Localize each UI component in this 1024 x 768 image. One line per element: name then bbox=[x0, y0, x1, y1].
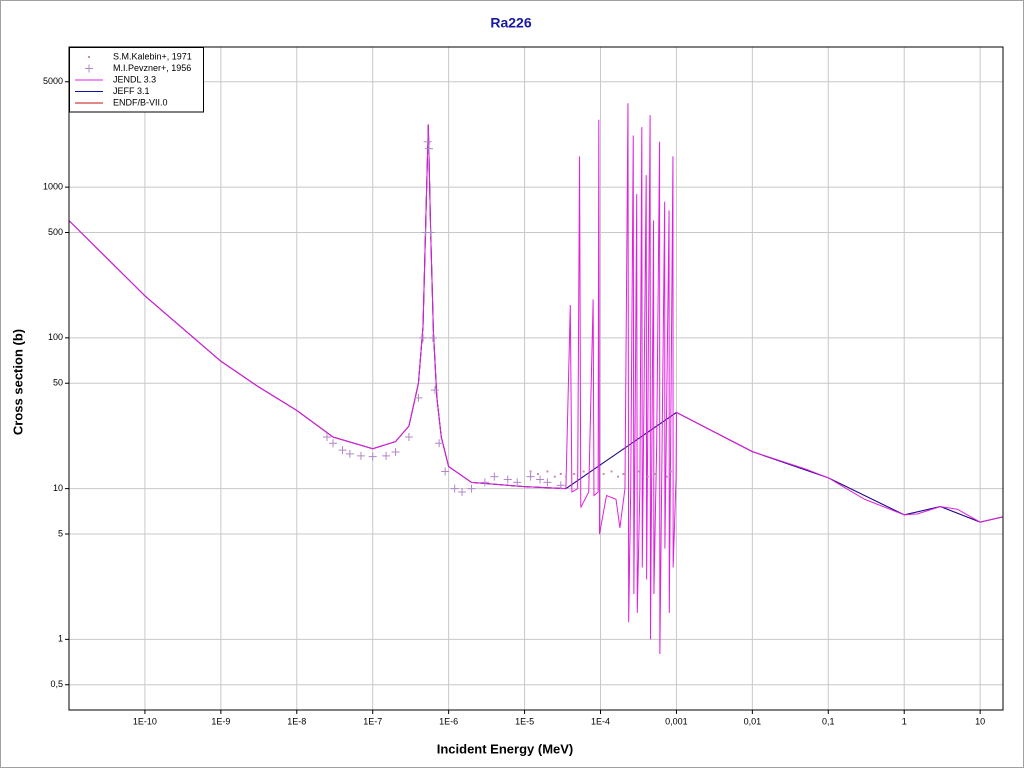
legend-label: JENDL 3.3 bbox=[113, 74, 156, 84]
data-point bbox=[665, 475, 668, 478]
grid: 1E-10 1E-9 1E-8 1E-7 1E-6 1E-5 1E-4 0,001 0,01 0,… bbox=[43, 47, 1003, 726]
legend-label: M.I.Pevzner+, 1956 bbox=[113, 63, 191, 73]
plot-border bbox=[68, 46, 1004, 711]
data-point bbox=[382, 451, 391, 460]
x-tick-label: 1E-8 bbox=[287, 716, 306, 726]
data-point bbox=[345, 449, 354, 458]
legend-swatch bbox=[88, 56, 90, 58]
x-tick-label: 0,001 bbox=[665, 716, 688, 726]
data-point bbox=[529, 470, 532, 473]
data-point bbox=[602, 473, 605, 476]
data-point bbox=[428, 333, 437, 342]
data-point bbox=[526, 472, 535, 481]
data-point bbox=[323, 432, 332, 441]
x-tick-label: 0,1 bbox=[822, 716, 835, 726]
x-axis-title: Incident Energy (MeV) bbox=[437, 741, 574, 756]
series bbox=[69, 103, 1003, 654]
y-tick-label: 1000 bbox=[43, 181, 63, 191]
x-tick-label: 1E-7 bbox=[363, 716, 382, 726]
data-point bbox=[467, 484, 476, 493]
data-point bbox=[543, 478, 552, 487]
data-point bbox=[637, 470, 640, 473]
data-point bbox=[441, 467, 450, 476]
data-point bbox=[564, 475, 567, 478]
data-point bbox=[503, 475, 512, 484]
data-point bbox=[430, 386, 439, 395]
data-point bbox=[423, 137, 432, 146]
data-point bbox=[553, 475, 556, 478]
x-tick-label: 1E-4 bbox=[591, 716, 610, 726]
data-point bbox=[646, 475, 649, 478]
legend-label: S.M.Kalebin+, 1971 bbox=[113, 51, 192, 61]
data-point bbox=[670, 470, 673, 473]
x-tick-label: 0,01 bbox=[744, 716, 762, 726]
data-point bbox=[426, 228, 435, 237]
data-point bbox=[573, 473, 576, 476]
data-point bbox=[546, 470, 549, 473]
legend-swatch bbox=[85, 64, 93, 73]
data-point bbox=[356, 451, 365, 460]
data-point bbox=[559, 473, 562, 476]
x-tick-label: 1E-10 bbox=[133, 716, 157, 726]
legend: S.M.Kalebin+, 1971 M.I.Pevzner+, 1956JEND… bbox=[69, 47, 204, 113]
data-point bbox=[536, 473, 539, 476]
data-point bbox=[404, 432, 413, 441]
data-point bbox=[368, 452, 377, 461]
y-tick-label: 50 bbox=[53, 378, 63, 388]
data-point bbox=[622, 473, 625, 476]
data-point bbox=[653, 473, 656, 476]
x-tick-label: 10 bbox=[975, 716, 985, 726]
y-tick-label: 500 bbox=[48, 227, 63, 237]
x-tick-label: 1E-5 bbox=[515, 716, 534, 726]
data-point bbox=[480, 478, 489, 487]
data-point bbox=[587, 475, 590, 478]
y-tick-label: 5000 bbox=[43, 76, 63, 86]
x-tick-label: 1E-9 bbox=[211, 716, 230, 726]
data-point bbox=[450, 484, 459, 493]
x-tick-label: 1 bbox=[902, 716, 907, 726]
series bbox=[323, 137, 565, 496]
data-point bbox=[616, 475, 619, 478]
data-point bbox=[419, 333, 428, 342]
y-tick-label: 0,5 bbox=[50, 679, 63, 689]
y-axis-title: Cross section (b) bbox=[10, 329, 25, 435]
series bbox=[529, 470, 673, 478]
legend-label: ENDF/B-VII.0 bbox=[113, 97, 168, 107]
data-point bbox=[414, 393, 423, 402]
plot-area bbox=[69, 103, 1003, 654]
data-point bbox=[490, 472, 499, 481]
series-line bbox=[69, 103, 1003, 654]
data-point bbox=[329, 439, 338, 448]
y-tick-label: 1 bbox=[58, 634, 63, 644]
data-point bbox=[458, 487, 467, 496]
y-tick-label: 5 bbox=[58, 528, 63, 538]
data-point bbox=[610, 470, 613, 473]
data-point bbox=[391, 447, 400, 456]
data-point bbox=[435, 439, 444, 448]
data-point bbox=[582, 470, 585, 473]
data-point bbox=[556, 481, 565, 490]
data-point bbox=[424, 144, 433, 153]
y-tick-label: 10 bbox=[53, 483, 63, 493]
legend-label: JEFF 3.1 bbox=[113, 86, 150, 96]
y-tick-label: 100 bbox=[48, 332, 63, 342]
data-point bbox=[338, 446, 347, 455]
data-point bbox=[513, 478, 522, 487]
x-tick-label: 1E-6 bbox=[439, 716, 458, 726]
chart-title: Ra226 bbox=[490, 15, 531, 31]
data-point bbox=[536, 475, 545, 484]
